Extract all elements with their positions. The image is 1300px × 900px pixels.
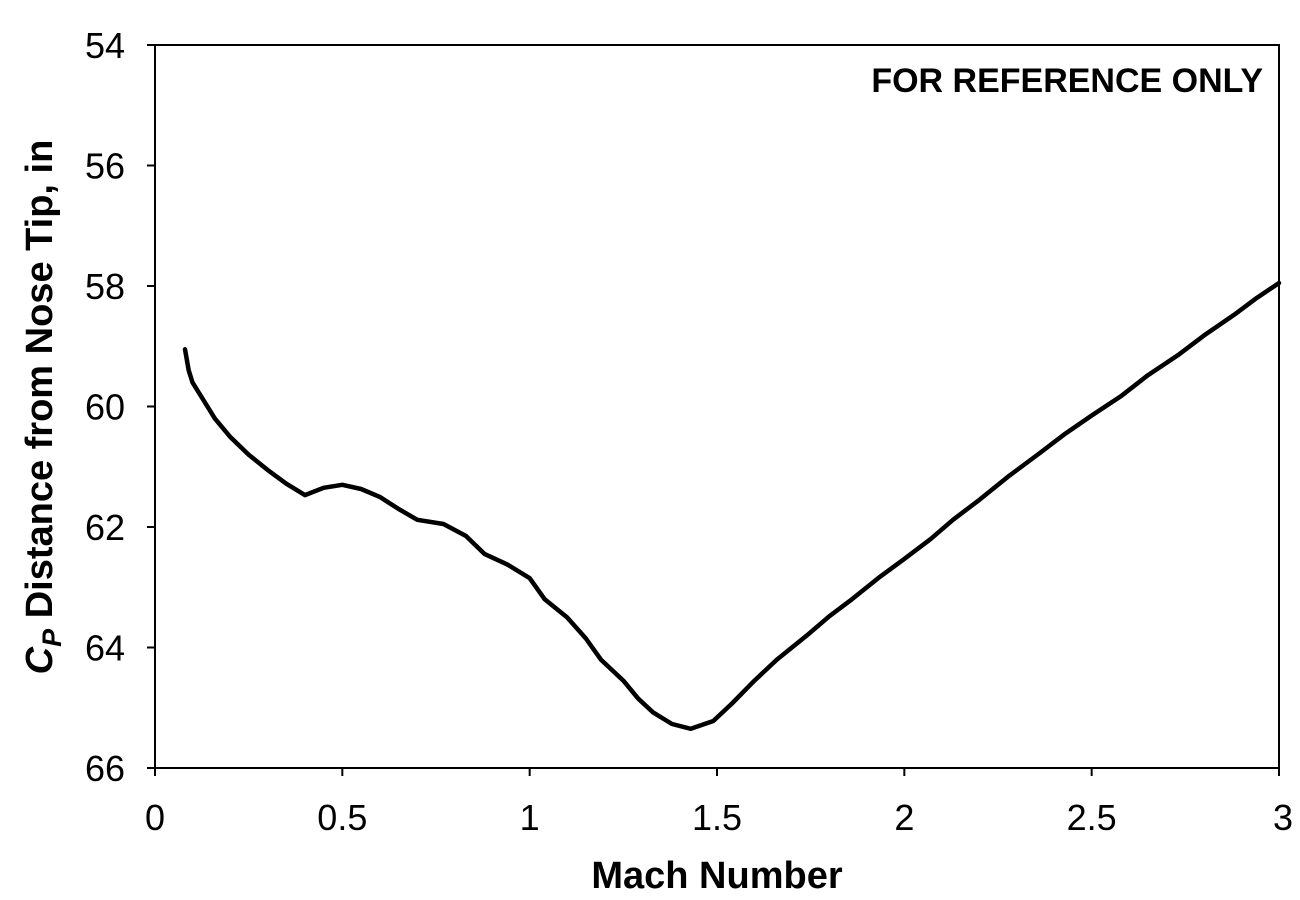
y-tick-label: 56 — [85, 146, 125, 187]
series-line-cp-distance — [182, 280, 1282, 732]
x-tick-label: 2 — [894, 797, 914, 838]
y-axis-title-symbol: C — [19, 646, 61, 674]
x-tick-label: 2.5 — [1067, 797, 1117, 838]
x-tick-label: 1 — [520, 797, 540, 838]
reference-annotation: FOR REFERENCE ONLY — [871, 62, 1263, 100]
y-tick-label: 62 — [85, 507, 125, 548]
y-axis-title: CP Distance from Nose Tip, in — [19, 140, 67, 675]
y-tick-label: 60 — [85, 387, 125, 428]
x-tick-label: 1.5 — [692, 797, 742, 838]
x-axis-ticks: 0 0.5 1 1.5 2 2.5 3 — [145, 768, 1293, 838]
y-axis-ticks: 54 56 58 60 62 64 66 — [85, 25, 155, 789]
y-axis-title-text: Distance from Nose Tip, in — [19, 140, 61, 629]
y-axis-title-subscript: P — [37, 628, 67, 647]
x-tick-label: 3 — [1273, 797, 1293, 838]
y-tick-label: 64 — [85, 628, 125, 669]
y-tick-label: 54 — [85, 25, 125, 66]
x-axis-title: Mach Number — [591, 855, 842, 897]
plot-frame — [154, 44, 1280, 769]
x-tick-label: 0 — [145, 797, 165, 838]
x-tick-label: 0.5 — [317, 797, 367, 838]
y-tick-label: 66 — [85, 748, 125, 789]
y-tick-label: 58 — [85, 266, 125, 307]
